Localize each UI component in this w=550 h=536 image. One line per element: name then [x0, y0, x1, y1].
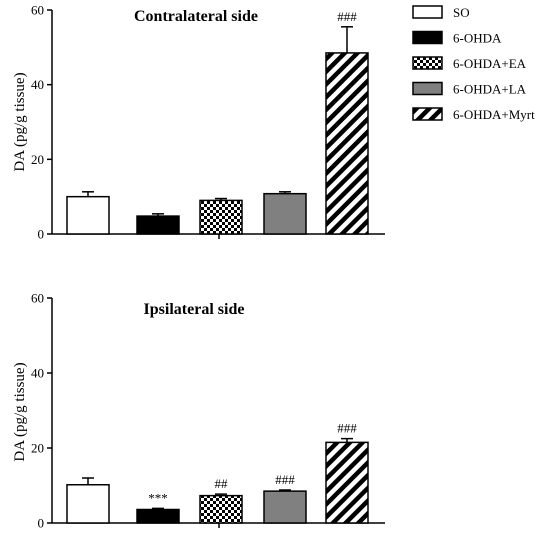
- bar-6-ohda-myrt: [325, 441, 369, 524]
- y-tick-label: 20: [31, 152, 44, 167]
- chart-title: Ipsilateral side: [144, 301, 245, 318]
- bar-6-ohda-la: [263, 490, 307, 524]
- annotations: ###: [337, 9, 357, 24]
- legend-swatch-so: [412, 5, 443, 19]
- y-ticks: 0 20 40 60: [31, 3, 52, 242]
- legend: SO 6-OHDA 6-OHDA+EA 6-OHDA+LA 6-OHDA+Myrt: [412, 5, 535, 122]
- significance-label: ###: [337, 421, 357, 436]
- annotations: ***## ######: [148, 421, 357, 506]
- legend-label: 6-OHDA+LA: [453, 82, 527, 97]
- bar-6-ohda-ea: [199, 494, 243, 524]
- legend-swatch-6-ohda-la: [412, 81, 443, 96]
- legend-swatch-6-ohda-myrt: [412, 107, 443, 121]
- legend-swatch-6-ohda-ea: [412, 56, 443, 70]
- significance-label: ###: [337, 9, 357, 24]
- y-tick-label: 20: [31, 441, 44, 456]
- legend-label: 6-OHDA: [453, 31, 502, 46]
- y-tick-label: 40: [31, 77, 44, 92]
- bar-6-ohda: [136, 508, 180, 524]
- legend-label: SO: [453, 5, 470, 20]
- bar-so: [66, 484, 110, 524]
- contralateral-chart: Contralateral side DA (pg/g tissue) 0 20 4…: [12, 3, 385, 242]
- y-tick-label: 60: [31, 3, 44, 18]
- y-axis-label: DA (pg/g tissue): [12, 72, 28, 171]
- y-ticks: 0 20 40 60: [31, 291, 52, 531]
- bars: [66, 26, 369, 235]
- legend-label: 6-OHDA+EA: [453, 56, 527, 71]
- bar-6-ohda-la: [263, 192, 307, 235]
- y-tick-label: 0: [38, 516, 45, 531]
- legend-swatch-6-ohda: [412, 30, 443, 45]
- y-axis-label: DA (pg/g tissue): [12, 362, 28, 461]
- y-tick-label: 40: [31, 366, 44, 381]
- significance-label: ***: [148, 490, 168, 505]
- bar-so: [66, 195, 110, 235]
- ipsilateral-chart: Ipsilateral side DA (pg/g tissue) 0 20 40 6…: [12, 291, 385, 531]
- bar-6-ohda-ea: [199, 199, 243, 235]
- bar-6-ohda-myrt: [325, 52, 369, 235]
- y-tick-label: 60: [31, 291, 44, 306]
- legend-label: 6-OHDA+Myrt: [453, 107, 535, 122]
- significance-label: ##: [215, 476, 229, 491]
- y-tick-label: 0: [38, 227, 45, 242]
- bars: [66, 437, 369, 524]
- bar-6-ohda: [136, 215, 180, 235]
- significance-label: ###: [275, 472, 295, 487]
- chart-title: Contralateral side: [134, 8, 258, 25]
